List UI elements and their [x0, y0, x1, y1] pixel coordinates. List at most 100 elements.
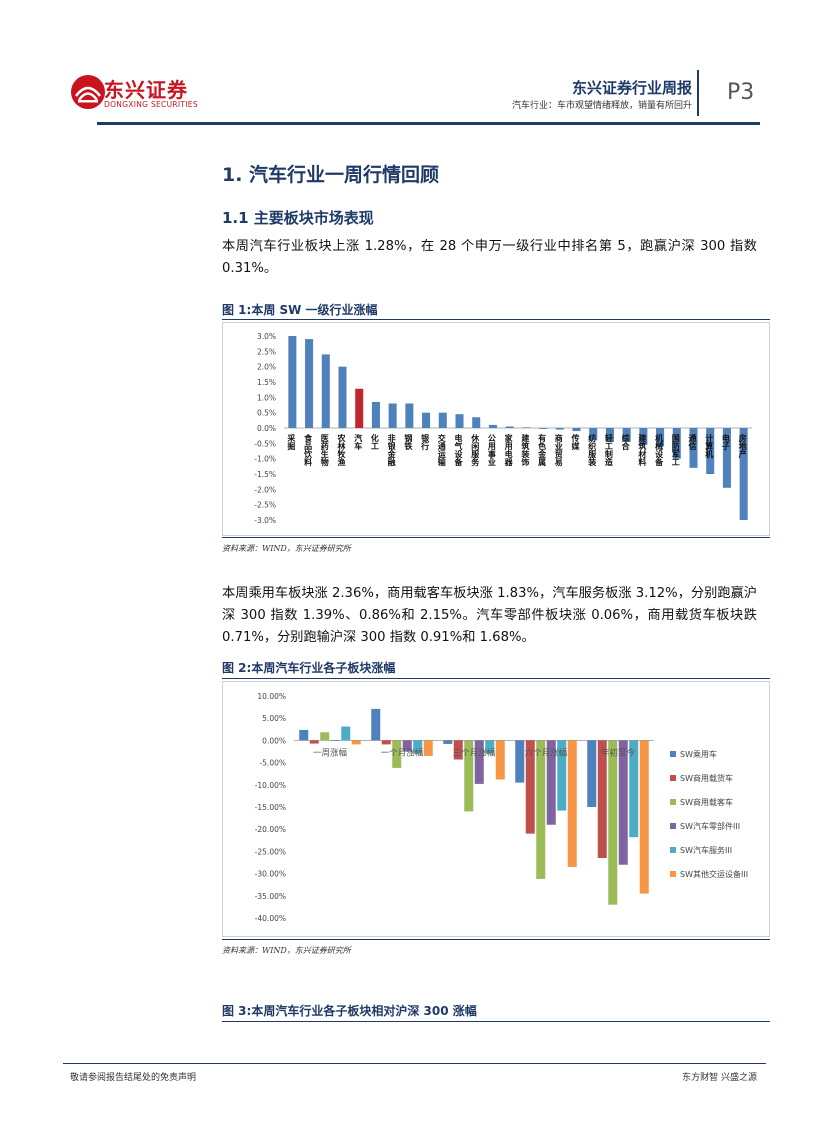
category-label: 交通运输	[436, 433, 446, 467]
category-label: 三个月涨幅	[453, 747, 496, 758]
bar	[622, 428, 631, 442]
category-label: 家用电器	[503, 433, 513, 467]
figure-1-title: 图 1:本周 SW 一级行业涨幅	[222, 303, 378, 317]
category-label: 农林牧渔	[336, 433, 346, 467]
brand-name-en: DONGXING SECURITIES	[104, 100, 198, 109]
bar	[525, 740, 535, 834]
bar	[608, 740, 618, 905]
bar	[299, 729, 309, 741]
bar	[341, 726, 351, 741]
footer-rule	[63, 1063, 766, 1064]
bar	[639, 428, 648, 445]
y-tick-label: -35.00%	[255, 892, 286, 901]
bar	[351, 740, 361, 745]
figure-1-rule	[222, 319, 770, 320]
bar	[555, 428, 564, 430]
category-label: 纺织服装	[587, 433, 597, 467]
brand-name: 东兴证券	[104, 78, 188, 102]
chart-2-frame	[222, 681, 770, 937]
category-label: 食品饮料	[303, 433, 313, 467]
category-label: 轻工制造	[604, 433, 613, 467]
bar	[539, 428, 548, 429]
bar	[405, 403, 414, 428]
y-tick-label: 3.0%	[257, 332, 276, 341]
figure-2-bottom-rule	[222, 939, 770, 940]
category-label: 一个月涨幅	[381, 747, 424, 758]
category-label: 采掘	[286, 433, 296, 451]
legend-swatch	[670, 871, 676, 877]
bar	[689, 428, 698, 468]
bar	[618, 740, 628, 865]
category-label: 汽车	[354, 433, 363, 451]
category-label: 通信	[688, 433, 697, 451]
bar	[488, 424, 497, 428]
category-label: 机械设备	[654, 433, 664, 467]
section-title: 1. 汽车行业一周行情回顾	[222, 164, 440, 186]
bar	[321, 354, 330, 428]
category-label: 综合	[620, 433, 630, 451]
y-tick-label: -20.00%	[255, 825, 286, 834]
figure-1-chart: 3.0% 2.5% 2.0% 1.5% 1.0% 0.5% 0.0% -0.5% -1.0% -1…	[222, 322, 770, 536]
figure-3-rule	[222, 1021, 770, 1022]
figure-3-title: 图 3:本周汽车行业各子板块相对沪深 300 涨幅	[222, 1004, 477, 1018]
category-label: 医药生物	[320, 434, 329, 467]
y-tick-label: 2.0%	[257, 363, 276, 372]
bar	[438, 412, 447, 428]
bar	[597, 740, 607, 859]
category-label: 银行	[420, 433, 430, 451]
footer-slogan: 东方财智 兴盛之源	[682, 1073, 757, 1083]
y-tick-label: -1.5%	[254, 470, 276, 479]
bar	[443, 740, 453, 744]
bar	[423, 740, 433, 756]
y-tick-label: -3.0%	[254, 516, 276, 525]
bar	[706, 428, 715, 474]
category-label: 公用事业	[487, 434, 496, 466]
y-tick-label: 1.0%	[257, 393, 276, 402]
category-label: 计算机	[705, 433, 714, 459]
figure-2-title: 图 2:本周汽车行业各子板块涨幅	[222, 661, 396, 675]
category-label: 化工	[370, 433, 379, 450]
bar	[567, 740, 577, 867]
figure-2-source: 资料来源：WIND，东兴证券研究所	[222, 946, 351, 955]
bar	[557, 740, 567, 811]
y-tick-label: -15.00%	[255, 803, 286, 812]
bar	[536, 740, 546, 879]
bar	[639, 740, 649, 894]
bar	[739, 428, 748, 520]
y-tick-label: -2.0%	[254, 485, 276, 494]
company-logo-icon	[71, 75, 105, 109]
bar	[288, 336, 297, 428]
report-subtitle: 汽车行业：车市观望情绪释放，销量有所回升	[511, 101, 692, 111]
figure-2-rule	[222, 678, 770, 679]
bar	[330, 740, 340, 741]
legend-label: SW其他交运设备III	[680, 869, 748, 879]
bar	[305, 339, 314, 428]
category-label: 电子	[721, 433, 730, 451]
y-tick-label: -2.5%	[254, 501, 276, 510]
y-tick-label: -1.0%	[254, 455, 276, 464]
category-label: 传媒	[570, 433, 580, 451]
bar	[722, 428, 731, 488]
category-label: 六个月涨幅	[525, 747, 568, 758]
y-tick-label: 0.0%	[257, 424, 276, 433]
bar	[355, 388, 364, 428]
paragraph-industry-summary: 本周汽车行业板块上涨 1.28%，在 28 个申万一级行业中排名第 5，跑赢沪深…	[222, 239, 757, 276]
category-label: 电气设备	[453, 433, 463, 467]
bar	[605, 428, 614, 442]
category-label: 有色金属	[537, 433, 547, 467]
paragraph-subsector-summary: 本周乘用车板块涨 2.36%，商用载客车板块涨 1.83%，汽车服务板涨 3.1…	[222, 586, 757, 645]
y-tick-label: -40.00%	[255, 914, 286, 923]
header-divider	[697, 70, 699, 116]
bar	[672, 428, 681, 459]
bar	[485, 740, 495, 754]
category-label: 休闲服务	[470, 433, 480, 467]
bar	[371, 401, 380, 428]
y-tick-label: -10.00%	[255, 781, 286, 790]
bar	[413, 740, 423, 754]
subsection-title: 1.1 主要板块市场表现	[222, 209, 374, 227]
bar	[522, 427, 531, 428]
y-tick-label: 0.5%	[257, 409, 276, 418]
bar	[629, 740, 639, 838]
legend-swatch	[670, 775, 676, 781]
y-tick-label: -5.00%	[259, 759, 286, 768]
